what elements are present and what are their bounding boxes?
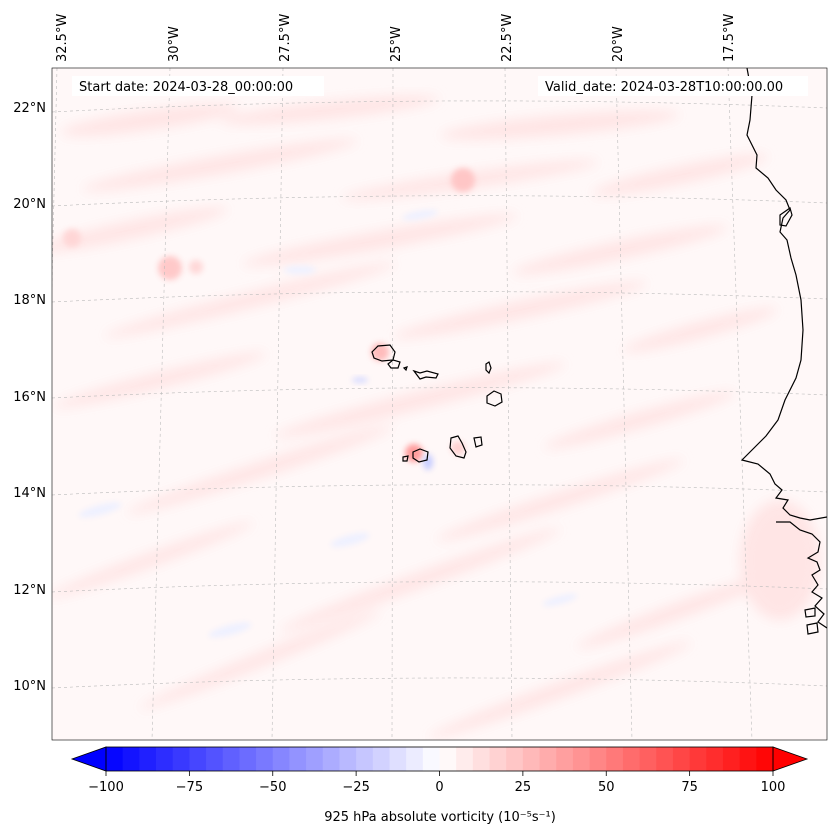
island-santa-luzia <box>402 366 408 372</box>
vorticity-streaks <box>52 95 820 739</box>
colorbar-cell <box>489 747 507 771</box>
colorbar-cell <box>106 747 124 771</box>
colorbar-cell <box>539 747 557 771</box>
colorbar-label: 925 hPa absolute vorticity (10⁻⁵s⁻¹) <box>324 810 556 825</box>
lat-label: 10°N <box>13 679 46 694</box>
colorbar-cell <box>122 747 140 771</box>
lon-label: 22.5°W <box>500 14 515 62</box>
island-sao-vicente <box>387 359 401 369</box>
island-vorticity-features <box>63 168 475 470</box>
lat-label: 12°N <box>13 583 46 598</box>
colorbar-extend-max <box>772 746 809 772</box>
colorbar-tick-label: 75 <box>681 780 698 795</box>
lat-label: 16°N <box>13 390 46 405</box>
colorbar-cell <box>356 747 374 771</box>
colorbar-tick-label: 50 <box>598 780 615 795</box>
colorbar-cell <box>306 747 324 771</box>
island-brava <box>402 455 409 462</box>
colorbar-cell <box>472 747 490 771</box>
colorbar-cell <box>506 747 524 771</box>
coastlines <box>371 68 827 635</box>
valid-date-label: Valid_date: 2024-03-28T10:00:00.00 <box>545 80 783 95</box>
lat-label: 14°N <box>13 486 46 501</box>
lon-label: 27.5°W <box>278 14 293 62</box>
colorbar-cell <box>222 747 240 771</box>
colorbar-cell <box>756 747 774 771</box>
start-date-label: Start date: 2024-03-28_00:00:00 <box>79 80 293 95</box>
colorbar: −100 −75 −50 −25 0 25 50 75 100 925 hPa absolute… <box>70 746 809 825</box>
colorbar-cell <box>389 747 407 771</box>
colorbar-extend-min <box>70 746 107 772</box>
island-santo-antao <box>371 344 396 362</box>
lon-label: 17.5°W <box>722 14 737 62</box>
lon-label: 20°W <box>611 26 626 62</box>
lon-label: 25°W <box>389 26 404 62</box>
colorbar-cell <box>639 747 657 771</box>
lon-label: 30°W <box>167 26 182 62</box>
colorbar-cell <box>456 747 474 771</box>
colorbar-cell <box>156 747 174 771</box>
colorbar-cell <box>522 747 540 771</box>
island-boa-vista <box>486 390 503 407</box>
colorbar-tick-label: −25 <box>342 780 369 795</box>
map-frame <box>51 67 828 741</box>
colorbar-cell <box>739 747 757 771</box>
gridlines <box>52 68 827 740</box>
island-sao-nicolau <box>412 369 439 380</box>
island-fogo <box>412 448 429 463</box>
colorbar-tick-label: 0 <box>435 780 443 795</box>
colorbar-cell <box>656 747 674 771</box>
colorbar-tick-label: 100 <box>761 780 786 795</box>
longitude-labels: 32.5°W 30°W 27.5°W 25°W 22.5°W 20°W 17.5… <box>55 14 737 62</box>
colorbar-cell <box>372 747 390 771</box>
colorbar-ticks: −100 −75 −50 −25 0 25 50 75 100 <box>88 771 785 795</box>
colorbar-cell <box>689 747 707 771</box>
lat-label: 18°N <box>13 293 46 308</box>
african-coastline <box>740 68 827 521</box>
start-date-box <box>72 76 324 96</box>
island-sal <box>485 361 492 375</box>
colorbar-cell <box>556 747 574 771</box>
island-maio <box>473 436 483 448</box>
lat-label: 22°N <box>13 101 46 116</box>
colorbar-tick-label: −75 <box>176 780 203 795</box>
colorbar-cell <box>622 747 640 771</box>
colorbar-cell <box>439 747 457 771</box>
negative-vorticity-patches <box>78 209 578 638</box>
valid-date-box <box>538 76 808 96</box>
colorbar-cell <box>322 747 340 771</box>
colorbar-cell <box>706 747 724 771</box>
latitude-labels: 22°N 20°N 18°N 16°N 14°N 12°N 10°N <box>13 101 46 694</box>
colorbar-cell <box>239 747 257 771</box>
colorbar-cell <box>406 747 424 771</box>
colorbar-cell <box>572 747 590 771</box>
colorbar-cell <box>206 747 224 771</box>
map-panel <box>52 68 827 740</box>
colorbar-cell <box>672 747 691 771</box>
colorbar-cell <box>189 747 207 771</box>
colorbar-cell <box>606 747 624 771</box>
island-santiago <box>449 435 467 459</box>
colorbar-cell <box>139 747 157 771</box>
colorbar-tick-label: −100 <box>88 780 124 795</box>
colorbar-cell <box>256 747 274 771</box>
lon-label: 32.5°W <box>55 14 70 62</box>
colorbar-cell <box>589 747 607 771</box>
colorbar-cell <box>289 747 307 771</box>
colorbar-cell <box>422 747 440 771</box>
lat-label: 20°N <box>13 197 46 212</box>
colorbar-cell <box>722 747 741 771</box>
colorbar-tick-label: 25 <box>515 780 532 795</box>
colorbar-cells <box>106 747 774 771</box>
colorbar-cell <box>172 747 190 771</box>
colorbar-tick-label: −50 <box>259 780 286 795</box>
colorbar-cell <box>339 747 357 771</box>
colorbar-cell <box>272 747 290 771</box>
